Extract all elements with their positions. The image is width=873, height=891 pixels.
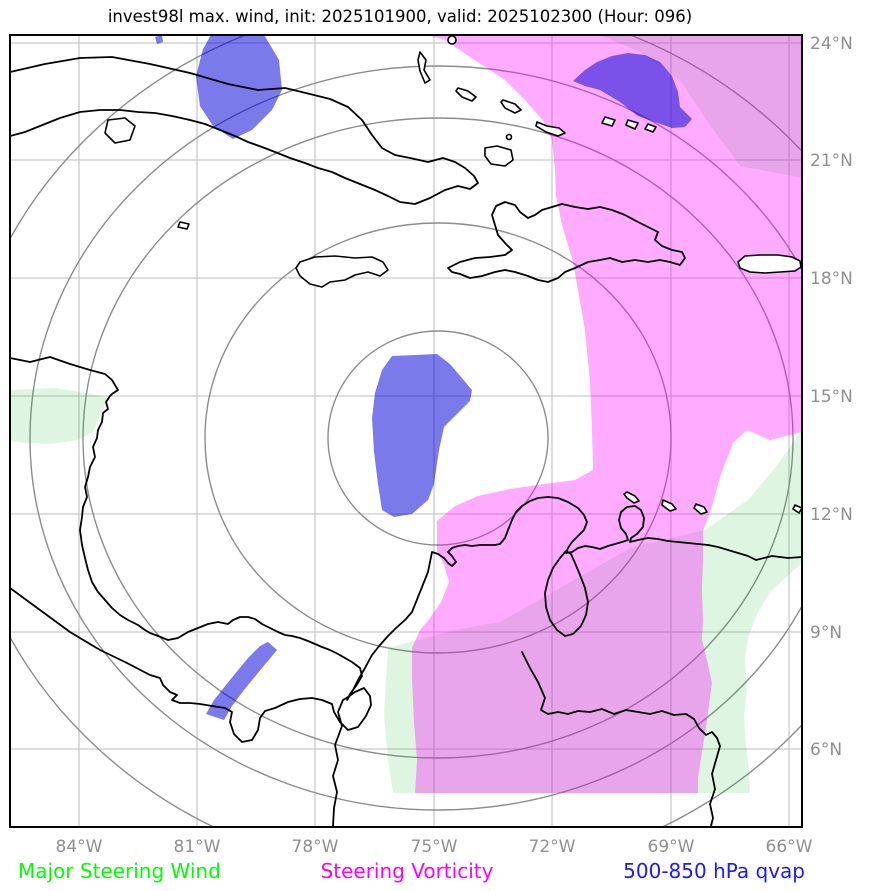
legend-qvap: 500-850 hPa qvap xyxy=(623,859,805,883)
steering-vorticity-region xyxy=(412,35,802,793)
legend-steering-wind: Major Steering Wind xyxy=(18,859,221,883)
legend: Major Steering Wind Steering Vorticity 5… xyxy=(18,859,805,883)
lon-tick: 84°W xyxy=(56,837,103,857)
coastlines xyxy=(10,35,802,827)
map-title: invest98l max. wind, init: 2025101900, v… xyxy=(108,7,692,26)
lat-tick: 15°N xyxy=(810,387,853,407)
lat-axis: 24°N 21°N 18°N 15°N 12°N 9°N 6°N xyxy=(810,34,853,760)
lon-tick: 81°W xyxy=(174,837,221,857)
lat-tick: 18°N xyxy=(810,269,853,289)
major-steering-wind-region xyxy=(10,35,802,793)
lon-tick: 69°W xyxy=(648,837,695,857)
lon-tick: 66°W xyxy=(766,837,813,857)
qvap-region xyxy=(155,35,692,720)
lon-tick: 72°W xyxy=(529,837,576,857)
legend-steering-vorticity: Steering Vorticity xyxy=(321,859,494,883)
lat-tick: 9°N xyxy=(810,623,842,643)
lat-tick: 21°N xyxy=(810,151,853,171)
lon-axis: 84°W 81°W 78°W 75°W 72°W 69°W 66°W xyxy=(56,837,813,857)
map-border xyxy=(9,34,803,828)
lat-tick: 12°N xyxy=(810,505,853,525)
lon-tick: 78°W xyxy=(292,837,339,857)
lon-tick: 75°W xyxy=(411,837,458,857)
lat-tick: 6°N xyxy=(810,740,842,760)
lat-tick: 24°N xyxy=(810,34,853,54)
